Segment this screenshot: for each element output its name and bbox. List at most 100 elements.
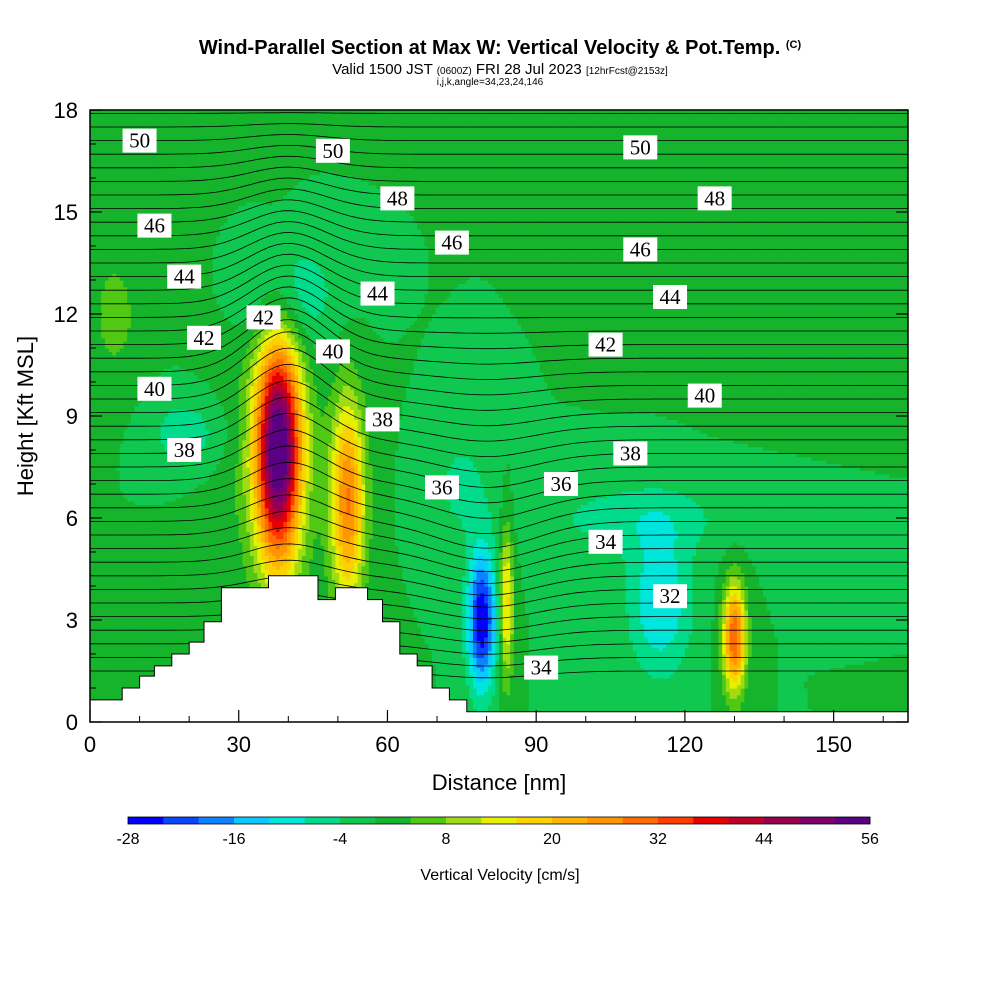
theta-contour-line <box>90 155 908 169</box>
colorbar-swatch <box>834 817 871 824</box>
theta-label: 34 <box>524 655 559 680</box>
theta-contour-line <box>90 112 908 114</box>
x-tick-label: 0 <box>84 732 96 757</box>
y-tick-label: 18 <box>54 98 78 123</box>
y-tick-label: 0 <box>66 710 78 735</box>
y-tick-label: 12 <box>54 302 78 327</box>
theta-label: 38 <box>613 441 648 466</box>
colorbar-tick-label: 56 <box>861 831 879 848</box>
theta-label: 50 <box>122 128 157 153</box>
theta-contour-line <box>90 396 908 458</box>
theta-contour-line <box>90 177 908 196</box>
theta-label: 46 <box>137 213 172 238</box>
theta-contour-line <box>90 242 908 277</box>
colorbar-swatch <box>764 817 800 824</box>
theta-contour-line <box>90 286 908 334</box>
x-axis-label: Distance [nm] <box>432 770 567 795</box>
theta-label: 40 <box>137 376 172 401</box>
colorbar-tick-label: -4 <box>333 831 347 848</box>
colorbar-swatch <box>304 817 341 824</box>
theta-contour-line <box>90 221 908 250</box>
theta-label: 44 <box>360 281 395 306</box>
theta-label: 32 <box>653 584 688 609</box>
colorbar-swatch <box>622 817 659 824</box>
colorbar-swatch <box>410 817 447 824</box>
theta-label: 50 <box>623 135 658 160</box>
colorbar-swatch <box>375 817 411 824</box>
theta-contour-line <box>90 494 908 549</box>
theta-label: 46 <box>623 237 658 262</box>
x-tick-label: 30 <box>226 732 250 757</box>
theta-label: 36 <box>543 472 578 496</box>
colorbar-swatch <box>446 817 482 824</box>
theta-contour-line <box>90 331 908 396</box>
theta-contour-line <box>90 559 908 596</box>
colorbar-tick-label: 44 <box>755 831 773 848</box>
theta-contour-line <box>90 319 908 380</box>
colorbar-swatch <box>128 817 164 824</box>
theta-contour-line <box>90 429 908 488</box>
theta-contour-line <box>90 461 908 519</box>
theta-label: 48 <box>380 186 415 211</box>
theta-label: 42 <box>187 325 222 350</box>
theta-label: 42 <box>246 305 281 330</box>
colorbar-tick-label: -28 <box>116 831 139 848</box>
theta-contour-line <box>90 210 908 237</box>
theta-contour-line <box>90 199 908 223</box>
theta-contour-line <box>90 527 908 573</box>
chart-title: Wind-Parallel Section at Max W: Vertical… <box>0 37 1000 60</box>
y-tick-label: 15 <box>54 200 78 225</box>
theta-label: 46 <box>434 230 469 255</box>
x-axis: 0 30 60 90 120 150 <box>84 710 884 757</box>
theta-contour-line <box>90 297 908 350</box>
theta-label: 38 <box>365 407 400 432</box>
theta-contour-labels: 50 50 50 48 48 46 46 46 44 44 44 42 42 42 40 40 40 38 38 38… <box>122 128 732 680</box>
theta-label: 44 <box>167 264 202 289</box>
colorbar-swatch <box>799 817 835 824</box>
colorbar: -28 -16 -4 8 20 32 44 56 <box>116 816 879 848</box>
theta-contour-line <box>90 363 908 427</box>
theta-contour-line <box>90 188 908 209</box>
colorbar-swatch <box>234 817 270 824</box>
x-tick-label: 120 <box>667 732 704 757</box>
theta-contour-line <box>90 412 908 473</box>
theta-contour-line <box>90 445 908 504</box>
theta-label: 40 <box>315 339 350 364</box>
terrain <box>90 575 908 722</box>
colorbar-swatch <box>340 817 376 824</box>
theta-label: 48 <box>697 186 732 211</box>
theta-contour-line <box>90 166 908 182</box>
colorbar-swatch <box>658 817 694 824</box>
colorbar-swatch <box>693 817 729 824</box>
x-tick-label: 150 <box>815 732 852 757</box>
chart-indices: i,j,k,angle=34,23,24,146 <box>0 77 990 88</box>
colorbar-swatch <box>481 817 517 824</box>
colorbar-swatch <box>163 817 199 824</box>
colorbar-swatch <box>587 817 623 824</box>
y-axis-label: Height [Kft MSL] <box>13 336 38 496</box>
theta-label: 44 <box>653 285 688 309</box>
y-tick-label: 3 <box>66 608 78 633</box>
colorbar-swatch <box>552 817 588 824</box>
colorbar-tick-label: 8 <box>442 831 451 848</box>
theta-label: 40 <box>687 383 722 408</box>
theta-label: 34 <box>588 529 623 554</box>
colorbar-swatch <box>516 817 553 824</box>
theta-contour-line <box>90 576 908 608</box>
theta-contour-line <box>90 510 908 561</box>
terrain-profile <box>90 575 908 722</box>
colorbar-tick-label: -16 <box>222 831 245 848</box>
vertical-velocity-field <box>90 110 908 722</box>
x-tick-label: 60 <box>375 732 399 757</box>
theta-contour-line <box>90 478 908 535</box>
colorbar-swatch <box>728 817 765 824</box>
theta-contour-line <box>90 134 908 141</box>
theta-label: 36 <box>424 475 459 500</box>
theta-label: 42 <box>588 332 623 357</box>
theta-contour-line <box>90 123 908 128</box>
colorbar-tick-label: 20 <box>543 831 561 848</box>
theta-contour-line <box>90 264 908 305</box>
y-tick-label: 6 <box>66 506 78 531</box>
